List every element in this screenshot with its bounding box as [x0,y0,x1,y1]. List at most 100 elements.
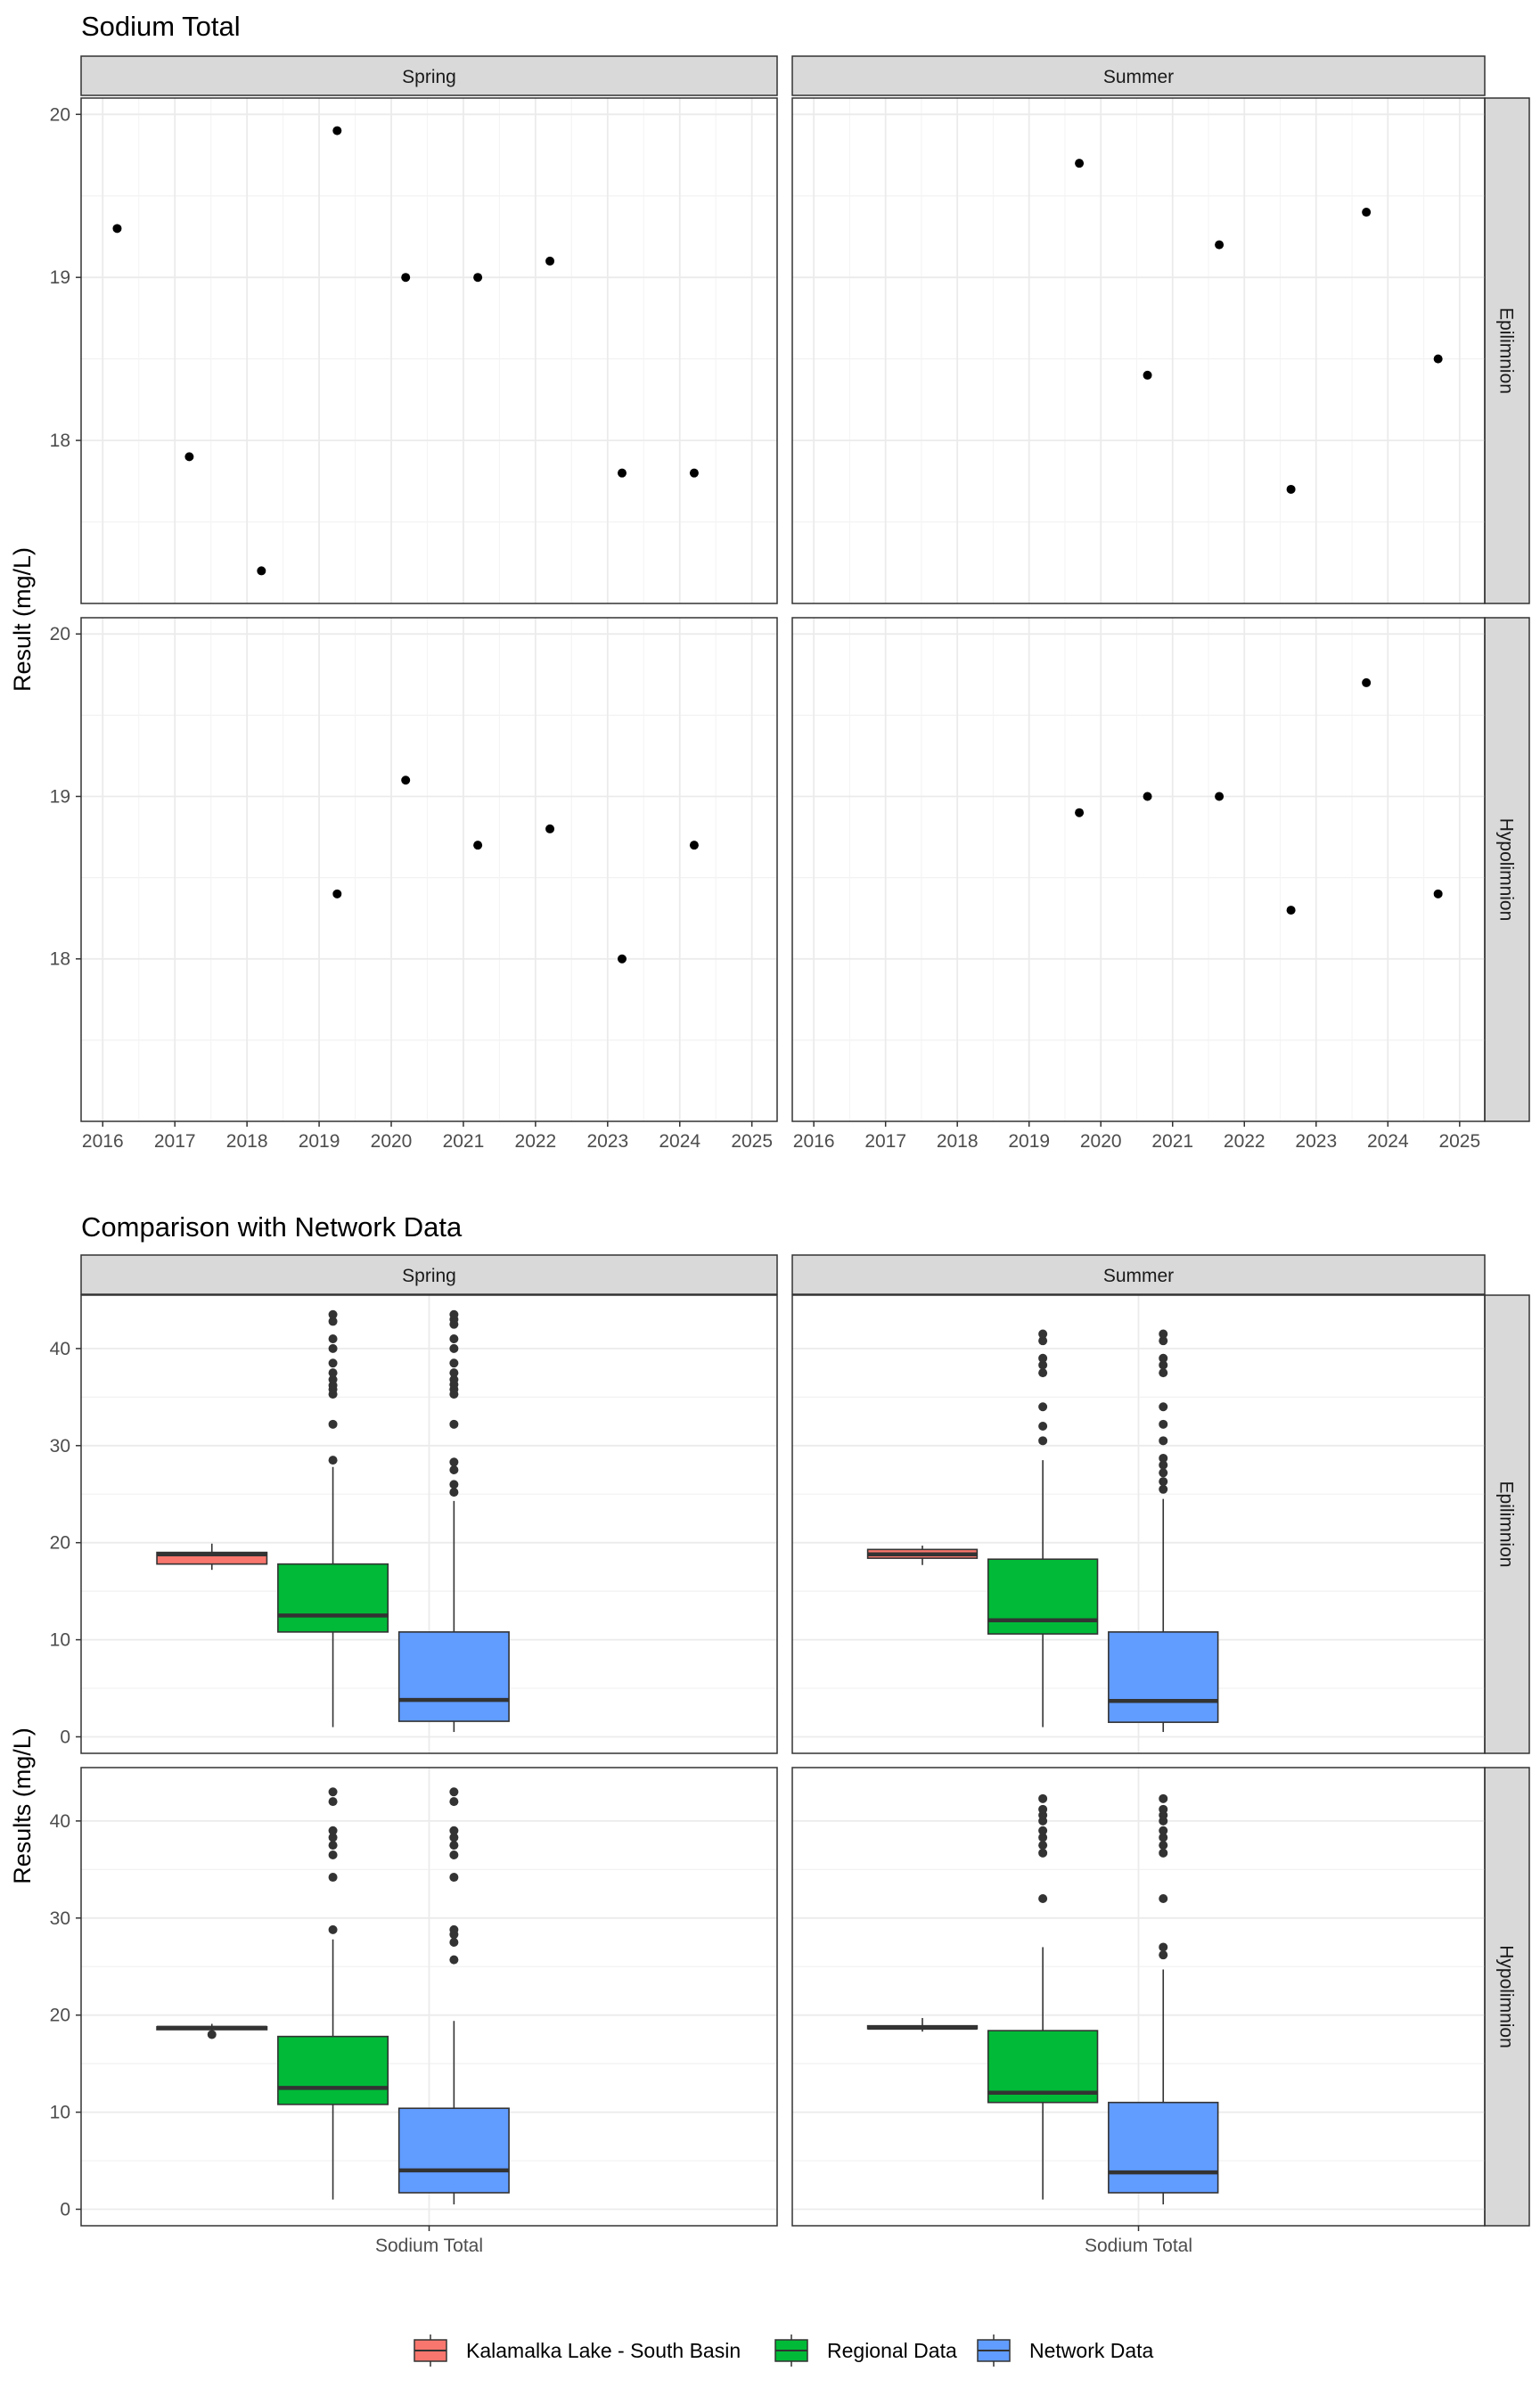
outlier-point [1159,1453,1168,1463]
y-tick-label: 20 [50,104,70,125]
outlier-point [328,1873,338,1883]
outlier-point [449,1924,459,1934]
y-tick-label: 18 [50,431,70,451]
y-tick-label: 10 [50,1630,70,1651]
outlier-point [449,1457,459,1467]
outlier-point [1038,1804,1048,1814]
outlier-point [328,1309,338,1319]
y-tick-label: 20 [50,1533,70,1554]
facet-strip-spring [80,1254,778,1295]
data-point [545,256,555,266]
data-point [617,468,627,478]
data-point [689,468,699,478]
outlier-point [1159,1468,1168,1478]
box-body [987,2030,1099,2104]
outlier-point [328,1456,338,1465]
facet-row-strip-label: Epilimnion [1496,308,1517,394]
data-point [1362,208,1372,217]
facet-strip-spring [80,55,778,96]
facet-row-strip-hypolimnion [1484,1767,1530,2227]
facet-row-strip-label: Epilimnion [1496,1481,1517,1568]
outlier-point [1038,1402,1048,1412]
x-tick-label: 2022 [515,1131,557,1152]
scatter-chart: Spring SummerEpilimnionHypolimnion1819201… [50,55,1530,1152]
facet-strip-label: Summer [1103,67,1174,87]
outlier-point [449,1826,459,1835]
box-body [397,1631,510,1722]
x-tick-label: 2017 [154,1131,196,1152]
box-body [277,1563,389,1633]
y-tick-label: 30 [50,1436,70,1456]
box-panel: 0 10 20 30 40 Sodium Total [50,1767,778,2256]
outlier-point [328,1374,338,1384]
outlier-point [1159,1419,1168,1429]
x-tick-label: 2016 [82,1131,124,1152]
box-kalamalka-lake-south-basin [156,1543,268,1571]
outlier-point [449,1833,459,1842]
outlier-point [1038,1336,1048,1346]
y-tick-label: 30 [50,1908,70,1929]
outlier-point [449,1334,459,1344]
scatter-y-axis-label: Result (mg/L) [9,547,36,692]
scatter-panel: 2016 2017 2018 2019 2020 2021 2022 2023 2024 2025 [791,617,1486,1152]
outlier-point [1159,1402,1168,1412]
data-point [257,566,266,576]
data-point [545,824,555,833]
x-tick-label: 2017 [864,1131,906,1152]
data-point [1143,792,1152,801]
legend-item: Regional Data [774,2334,957,2367]
box-body [1108,2101,1219,2194]
box-kalamalka-lake-south-basin [866,1545,979,1565]
scatter-chart-title: Sodium Total [81,11,241,42]
x-tick-label: 2019 [299,1131,340,1152]
outlier-point [449,1343,459,1353]
box-panel: 0 10 20 30 40 [50,1294,778,1754]
data-point [1215,792,1225,801]
panel-border [80,617,778,1122]
outlier-point [449,1797,459,1807]
box-network-data [397,1787,510,2205]
y-tick-label: 19 [50,786,70,807]
outlier-point [449,1374,459,1384]
outlier-point [1038,1360,1048,1370]
box-regional-data [987,1793,1099,2200]
x-tick-label: 2024 [1367,1131,1409,1152]
legend-label: Network Data [1029,2339,1154,2362]
legend-label: Regional Data [827,2339,957,2362]
outlier-point [449,1873,459,1883]
outlier-point [328,1833,338,1842]
scatter-panel [791,97,1486,604]
outlier-point [1159,1942,1168,1952]
y-tick-label: 19 [50,267,70,288]
outlier-point [449,1787,459,1797]
outlier-point [328,1826,338,1835]
outlier-point [449,1465,459,1475]
outlier-point [1159,1950,1168,1960]
x-tick-label: 2025 [1438,1131,1480,1152]
outlier-point [207,2030,217,2039]
outlier-point [449,1480,459,1489]
panel-border [80,97,778,604]
box-body [277,2035,389,2105]
scatter-panel: 18 19 20 [50,97,778,604]
y-tick-label: 20 [50,624,70,644]
outlier-point [1159,1826,1168,1835]
facet-strip-label: Spring [402,1266,456,1286]
data-point [1075,808,1085,817]
outlier-point [449,1368,459,1378]
outlier-point [1159,1793,1168,1803]
box-body [397,2107,510,2194]
outlier-point [328,1419,338,1429]
legend-item: Network Data [977,2334,1154,2367]
outlier-point [1159,1460,1168,1470]
data-point [1286,484,1296,494]
box-panel: Sodium Total [791,1767,1486,2256]
x-tick-label: 2022 [1224,1131,1266,1152]
outlier-point [1038,1826,1048,1835]
box-kalamalka-lake-south-basin [866,2017,979,2032]
box-regional-data [277,1787,389,2200]
outlier-point [328,1924,338,1934]
x-tick-label: 2021 [1151,1131,1193,1152]
outlier-point [1159,1833,1168,1842]
